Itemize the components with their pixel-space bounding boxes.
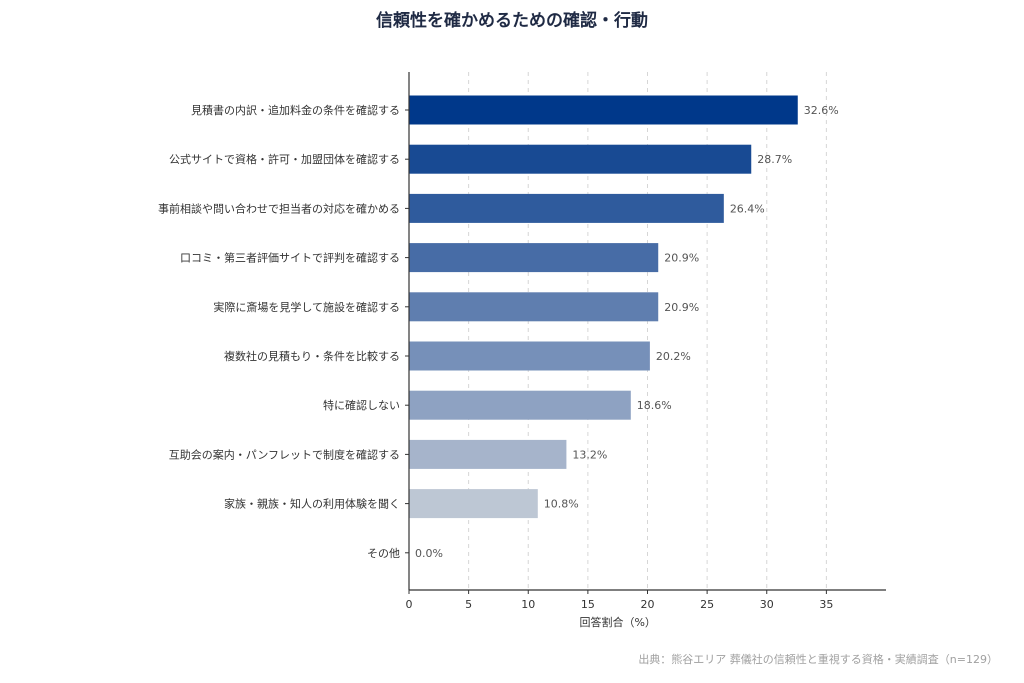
bar — [409, 341, 650, 371]
value-label: 20.9% — [664, 252, 699, 265]
x-tick-label: 0 — [406, 598, 413, 611]
value-labels: 32.6% 28.7% 26.4% 20.9% 20.9% 20.2% 18.6% 13.2%… — [415, 104, 839, 560]
x-axis-title: 回答割合（%） — [579, 615, 655, 629]
value-label: 13.2% — [572, 448, 607, 461]
bars — [409, 95, 798, 519]
x-tick-label: 35 — [819, 598, 833, 611]
source-note: 出典：熊谷エリア 葬儀社の信頼性と重視する資格・実績調査（n=129） — [638, 653, 998, 666]
category-label: 見積書の内訳・追加料金の条件を確認する — [191, 103, 400, 117]
category-label: 家族・親族・知人の利用体験を聞く — [224, 497, 400, 511]
category-label: 複数社の見積もり・条件を比較する — [224, 349, 400, 363]
value-label: 10.8% — [544, 498, 579, 511]
grid-lines — [468, 72, 827, 590]
category-label: 実際に斎場を見学して施設を確認する — [213, 300, 400, 314]
value-label: 18.6% — [637, 399, 672, 412]
category-label: 口コミ・第三者評価サイトで評判を確認する — [180, 251, 400, 265]
bar — [409, 95, 798, 125]
x-tick-label: 15 — [581, 598, 595, 611]
chart-title: 信頼性を確かめるための確認・行動 — [376, 11, 648, 31]
value-label: 32.6% — [804, 104, 839, 117]
bar — [409, 292, 659, 322]
bar — [409, 193, 724, 223]
category-label: 特に確認しない — [323, 398, 400, 412]
value-label: 26.4% — [730, 202, 765, 215]
bar — [409, 390, 631, 420]
category-label: 互助会の案内・パンフレットで制度を確認する — [169, 447, 400, 461]
x-tick-label: 10 — [521, 598, 535, 611]
axes: 0 5 10 15 20 25 30 35 — [405, 72, 886, 611]
x-tick-label: 5 — [465, 598, 472, 611]
x-tick-label: 30 — [760, 598, 774, 611]
value-label: 20.9% — [664, 301, 699, 314]
x-tick-label: 20 — [641, 598, 655, 611]
x-tick-label: 25 — [700, 598, 714, 611]
bar — [409, 489, 538, 519]
value-label: 0.0% — [415, 547, 443, 560]
category-labels: 見積書の内訳・追加料金の条件を確認する公式サイトで資格・許可・加盟団体を確認する… — [158, 103, 400, 560]
value-label: 20.2% — [656, 350, 691, 363]
bar — [409, 243, 659, 273]
category-label: 事前相談や問い合わせで担当者の対応を確かめる — [158, 201, 400, 215]
bar — [409, 144, 752, 174]
category-label: 公式サイトで資格・許可・加盟団体を確認する — [169, 152, 400, 166]
category-label: その他 — [367, 547, 400, 560]
bar — [409, 439, 567, 469]
value-label: 28.7% — [757, 153, 792, 166]
